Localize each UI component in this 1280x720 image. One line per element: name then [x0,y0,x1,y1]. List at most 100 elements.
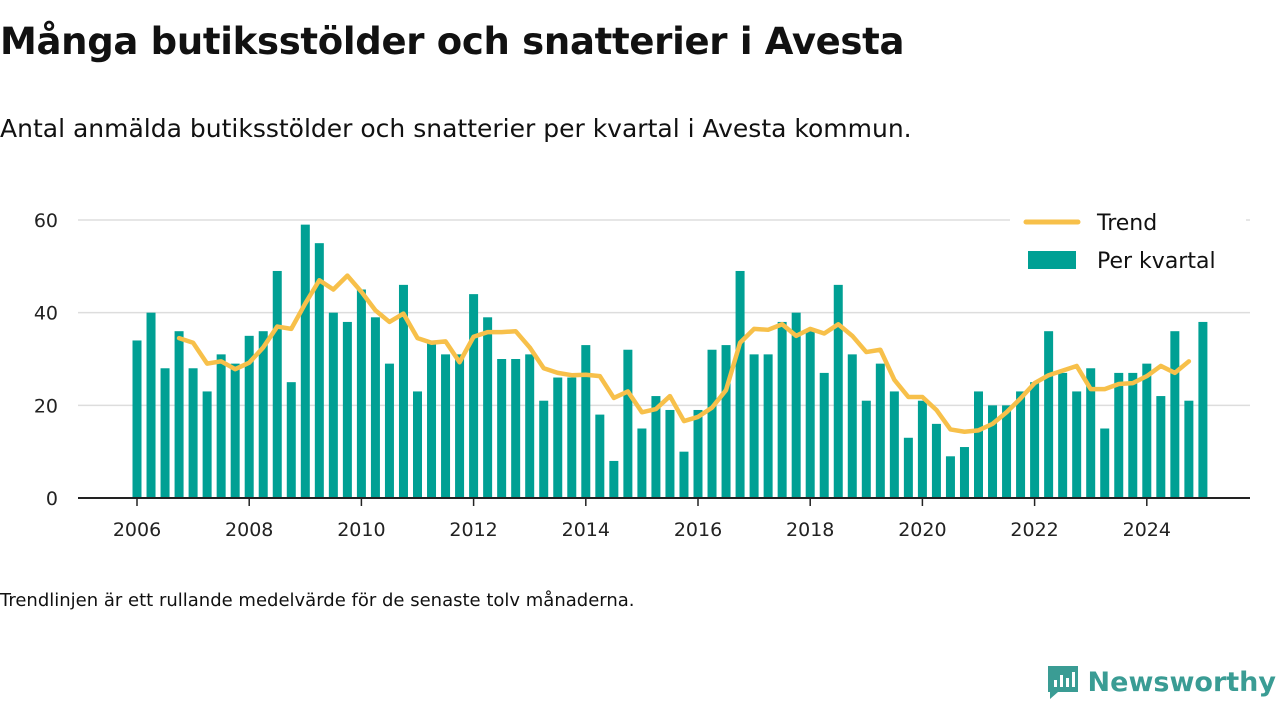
bar-per-kvartal [1044,331,1054,498]
bar-per-kvartal [1030,382,1040,498]
chart-title: Många butiksstölder och snatterier i Ave… [0,20,905,63]
bar-per-kvartal [567,377,577,498]
bar-per-kvartal [819,372,829,498]
bar-per-kvartal [483,317,493,498]
x-tick-label: 2024 [1123,519,1171,541]
bar-per-kvartal [174,331,184,498]
bar-per-kvartal [1170,331,1180,498]
bar-per-kvartal [693,409,703,498]
footnote: Trendlinjen är ett rullande medelvärde f… [0,590,635,611]
bar-per-kvartal [469,294,479,498]
bar-per-kvartal [931,423,941,498]
bar-per-kvartal [763,354,773,498]
bar-per-kvartal [945,456,955,498]
bar-per-kvartal [595,414,605,498]
x-tick-label: 2012 [449,519,497,541]
bar-per-kvartal [230,363,240,498]
bar-per-kvartal [749,354,759,498]
brand[interactable]: Newsworthy [1046,664,1276,700]
bar-per-kvartal [497,359,507,498]
x-tick-label: 2022 [1010,519,1058,541]
bar-per-kvartal [651,396,661,498]
bar-per-kvartal [861,400,871,498]
legend-bars-label: Per kvartal [1097,249,1216,274]
x-tick-label: 2006 [113,519,161,541]
y-tick-label: 0 [46,488,58,510]
bar-per-kvartal [665,409,675,498]
bar-per-kvartal [455,354,465,498]
bar-per-kvartal [974,391,983,498]
bar-per-kvartal [356,289,366,498]
bar-per-kvartal [889,391,899,498]
x-tick-label: 2008 [225,519,273,541]
bar-per-kvartal [413,391,422,498]
legend-bars-swatch [1028,251,1076,269]
bar-per-kvartal [160,368,170,498]
bar-per-kvartal [244,335,254,498]
bar-per-kvartal [609,460,619,498]
bar-per-kvartal [875,363,885,498]
bar-per-kvartal [300,224,310,498]
bar-per-kvartal [314,243,324,498]
bar-per-kvartal [384,363,394,498]
bar-per-kvartal [272,270,282,498]
x-tick-label: 2016 [674,519,722,541]
bar-per-kvartal [553,377,563,498]
bar-per-kvartal [1072,391,1082,498]
bar-per-kvartal [847,354,857,498]
bar-per-kvartal [1114,372,1124,498]
bar-per-kvartal [1016,391,1026,498]
x-tick-label: 2010 [337,519,385,541]
trend-series [176,273,1192,434]
bar-per-kvartal [202,391,212,498]
legend-background [1010,200,1246,285]
y-tick-label: 40 [34,303,58,325]
bar-per-kvartal [777,321,787,498]
bar-per-kvartal [1058,372,1068,498]
bar-per-kvartal [1002,405,1012,498]
bar-per-kvartal [539,400,549,498]
bar-per-kvartal [805,331,815,498]
legend-trend-label: Trend [1096,211,1157,236]
bar-per-kvartal [735,270,745,498]
bar-per-kvartal [398,284,408,498]
x-tick-label: 2018 [786,519,834,541]
bar-per-kvartal [679,451,689,498]
bar-per-kvartal [342,321,352,498]
bar-per-kvartal [988,405,998,498]
bar-per-kvartal [917,400,927,498]
bar-per-kvartal [1100,428,1110,498]
bar-per-kvartal [525,354,535,498]
bar-per-kvartal [441,354,451,498]
bar-per-kvartal [1198,321,1208,498]
bar-per-kvartal [1128,372,1138,498]
bar-per-kvartal [258,331,268,498]
trend-line [176,273,1192,434]
x-tick-label: 2020 [898,519,946,541]
legend: Trend Per kvartal [1010,200,1246,285]
bar-per-kvartal [188,368,198,498]
bar-per-kvartal [146,312,156,498]
bar-per-kvartal [328,312,338,498]
bar-per-kvartal [581,345,591,498]
bar-per-kvartal [427,340,437,498]
bar-per-kvartal [637,428,647,498]
bar-per-kvartal [1156,396,1166,498]
bar-per-kvartal [833,284,843,498]
x-tick-label: 2014 [562,519,610,541]
bar-per-kvartal [1142,363,1152,498]
bar-per-kvartal [623,349,633,498]
chart-area: 0 20 40 60 2006 2008 2010 2012 2014 2016 2018 2020 2… [33,200,1250,541]
axes: 0 20 40 60 2006 2008 2010 2012 2014 2016 2018 2020 2… [34,210,1250,541]
bar-per-kvartal [132,340,142,498]
newsworthy-logo-icon [1047,666,1078,699]
bar-per-kvartal [903,437,913,498]
bar-per-kvartal [721,345,731,498]
bar-per-kvartal [791,312,801,498]
y-tick-label: 20 [34,395,58,417]
bar-per-kvartal [511,359,521,498]
bar-per-kvartal [370,317,380,498]
bar-series [132,224,1208,498]
y-tick-label: 60 [34,210,58,232]
bar-per-kvartal [1086,368,1096,498]
